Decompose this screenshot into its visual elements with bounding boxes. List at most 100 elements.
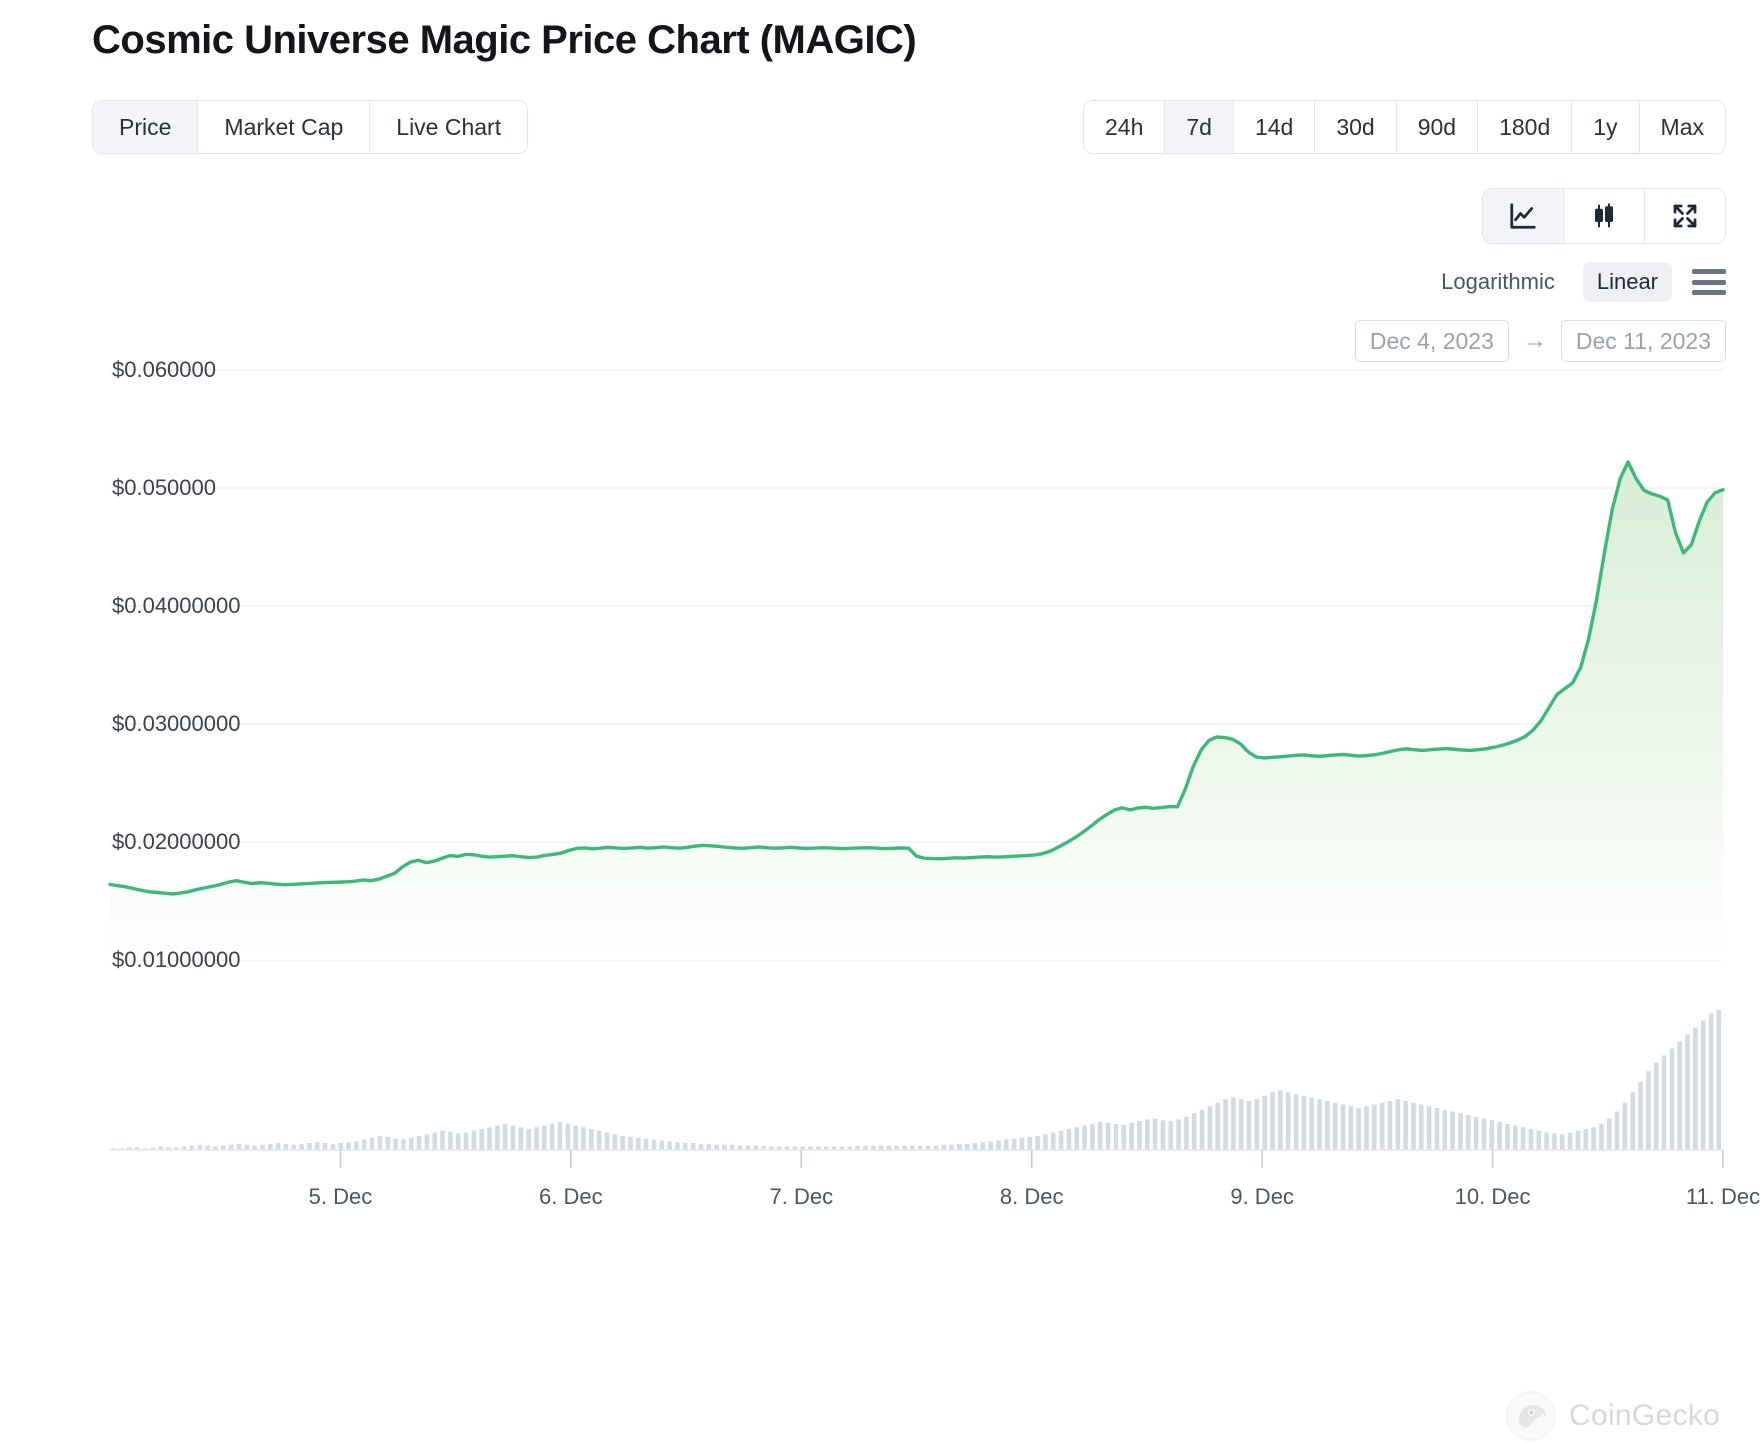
volume-bar [1716, 1010, 1722, 1150]
fullscreen-expand-icon[interactable] [1645, 189, 1725, 243]
volume-bar [189, 1145, 195, 1151]
volume-bar [894, 1145, 899, 1151]
volume-bar [925, 1145, 931, 1151]
y-axis-tick-label: $0.060000 [112, 357, 216, 382]
volume-bar [886, 1145, 892, 1151]
scale-linear[interactable]: Linear [1582, 262, 1672, 302]
volume-bar [698, 1143, 704, 1151]
volume-bar [479, 1129, 484, 1150]
volume-bar [1387, 1101, 1393, 1150]
volume-bar [1638, 1081, 1643, 1150]
metric-tabs: Price Market Cap Live Chart [92, 100, 529, 154]
volume-bar [706, 1143, 712, 1151]
tab-live-chart[interactable]: Live Chart [370, 101, 528, 153]
date-arrow-icon: → [1522, 327, 1547, 354]
volume-bar [1379, 1102, 1385, 1150]
volume-bar [1606, 1118, 1612, 1150]
volume-bar [1105, 1122, 1111, 1151]
volume-bar [1082, 1125, 1087, 1150]
volume-bar [636, 1137, 641, 1150]
range-7d[interactable]: 7d [1165, 101, 1234, 153]
volume-bar [1505, 1123, 1510, 1150]
volume-bar [1254, 1099, 1260, 1150]
volume-bar [1622, 1102, 1628, 1150]
volume-bar [745, 1145, 751, 1151]
scale-logarithmic[interactable]: Logarithmic [1441, 269, 1555, 294]
volume-bar [322, 1143, 328, 1150]
range-180d[interactable]: 180d [1478, 101, 1573, 153]
volume-bar [910, 1145, 915, 1151]
volume-bar [784, 1146, 790, 1150]
volume-bar [565, 1123, 571, 1150]
volume-bar [1395, 1099, 1401, 1150]
volume-bar [589, 1129, 594, 1150]
volume-bar [440, 1130, 445, 1150]
volume-bar [1176, 1119, 1181, 1151]
volume-bar [902, 1145, 907, 1151]
volume-bar [1223, 1099, 1228, 1150]
volume-bar [1191, 1113, 1197, 1150]
volume-bar [299, 1143, 304, 1151]
y-axis-tick-label: $0.02000000 [112, 829, 241, 854]
volume-bars [111, 1010, 1722, 1151]
range-24h[interactable]: 24h [1083, 101, 1166, 153]
volume-bar [1152, 1118, 1158, 1150]
x-axis-tick-label: 5. Dec [308, 1184, 373, 1209]
volume-bar [213, 1146, 218, 1150]
volume-bar [847, 1146, 852, 1150]
volume-bar [855, 1145, 860, 1151]
volume-bar [542, 1125, 547, 1150]
hamburger-menu-icon[interactable] [1692, 269, 1726, 295]
volume-bar [1513, 1125, 1518, 1150]
volume-bar [369, 1137, 375, 1150]
volume-bar [549, 1123, 555, 1150]
date-end-input[interactable]: Dec 11, 2023 [1560, 320, 1726, 362]
line-chart-icon[interactable] [1483, 189, 1564, 243]
volume-bar [800, 1146, 805, 1150]
volume-bar [761, 1145, 766, 1151]
volume-bar [949, 1144, 954, 1150]
volume-bar [1700, 1020, 1706, 1150]
range-90d[interactable]: 90d [1396, 101, 1479, 153]
volume-bar [596, 1130, 602, 1150]
x-axis-tick-label: 8. Dec [999, 1184, 1064, 1209]
volume-bar [1458, 1113, 1463, 1150]
volume-bar [1238, 1099, 1244, 1150]
range-max[interactable]: Max [1639, 101, 1725, 153]
volume-bar [683, 1143, 688, 1150]
volume-bar [150, 1147, 156, 1151]
volume-bar [823, 1146, 829, 1150]
x-axis-tick-label: 7. Dec [769, 1184, 834, 1209]
range-14d[interactable]: 14d [1233, 101, 1316, 153]
volume-bar [1121, 1124, 1127, 1151]
volume-bar [1434, 1108, 1440, 1150]
tab-market-cap[interactable]: Market Cap [198, 101, 371, 153]
volume-bar [870, 1145, 876, 1151]
volume-bar [1528, 1129, 1534, 1150]
volume-bar [690, 1143, 696, 1150]
volume-bar [197, 1144, 203, 1150]
volume-bar [1489, 1120, 1495, 1150]
range-1y[interactable]: 1y [1572, 101, 1640, 153]
volume-bar [432, 1132, 437, 1150]
volume-bar [1497, 1122, 1502, 1150]
volume-bar [424, 1134, 430, 1150]
volume-bar [307, 1143, 312, 1150]
volume-bar [964, 1143, 970, 1151]
x-axis-tick-label: 9. Dec [1230, 1184, 1294, 1209]
volume-bar [1035, 1136, 1040, 1150]
candlestick-chart-icon[interactable] [1564, 189, 1645, 243]
coingecko-gecko-icon [1506, 1391, 1556, 1441]
tab-price[interactable]: Price [93, 101, 199, 153]
volume-bar [1685, 1034, 1690, 1150]
volume-bar [1199, 1109, 1205, 1150]
date-start-input[interactable]: Dec 4, 2023 [1354, 320, 1509, 362]
volume-bar [1051, 1132, 1056, 1150]
volume-bar [1207, 1106, 1213, 1150]
price-chart[interactable]: $0.060000 $0.050000 $0.04000000 $0.03000000… [0, 357, 1762, 1441]
volume-bar [1113, 1123, 1119, 1150]
volume-bar [769, 1146, 774, 1150]
range-30d[interactable]: 30d [1315, 101, 1397, 153]
volume-bar [1583, 1129, 1589, 1150]
volume-bar [1129, 1122, 1134, 1151]
